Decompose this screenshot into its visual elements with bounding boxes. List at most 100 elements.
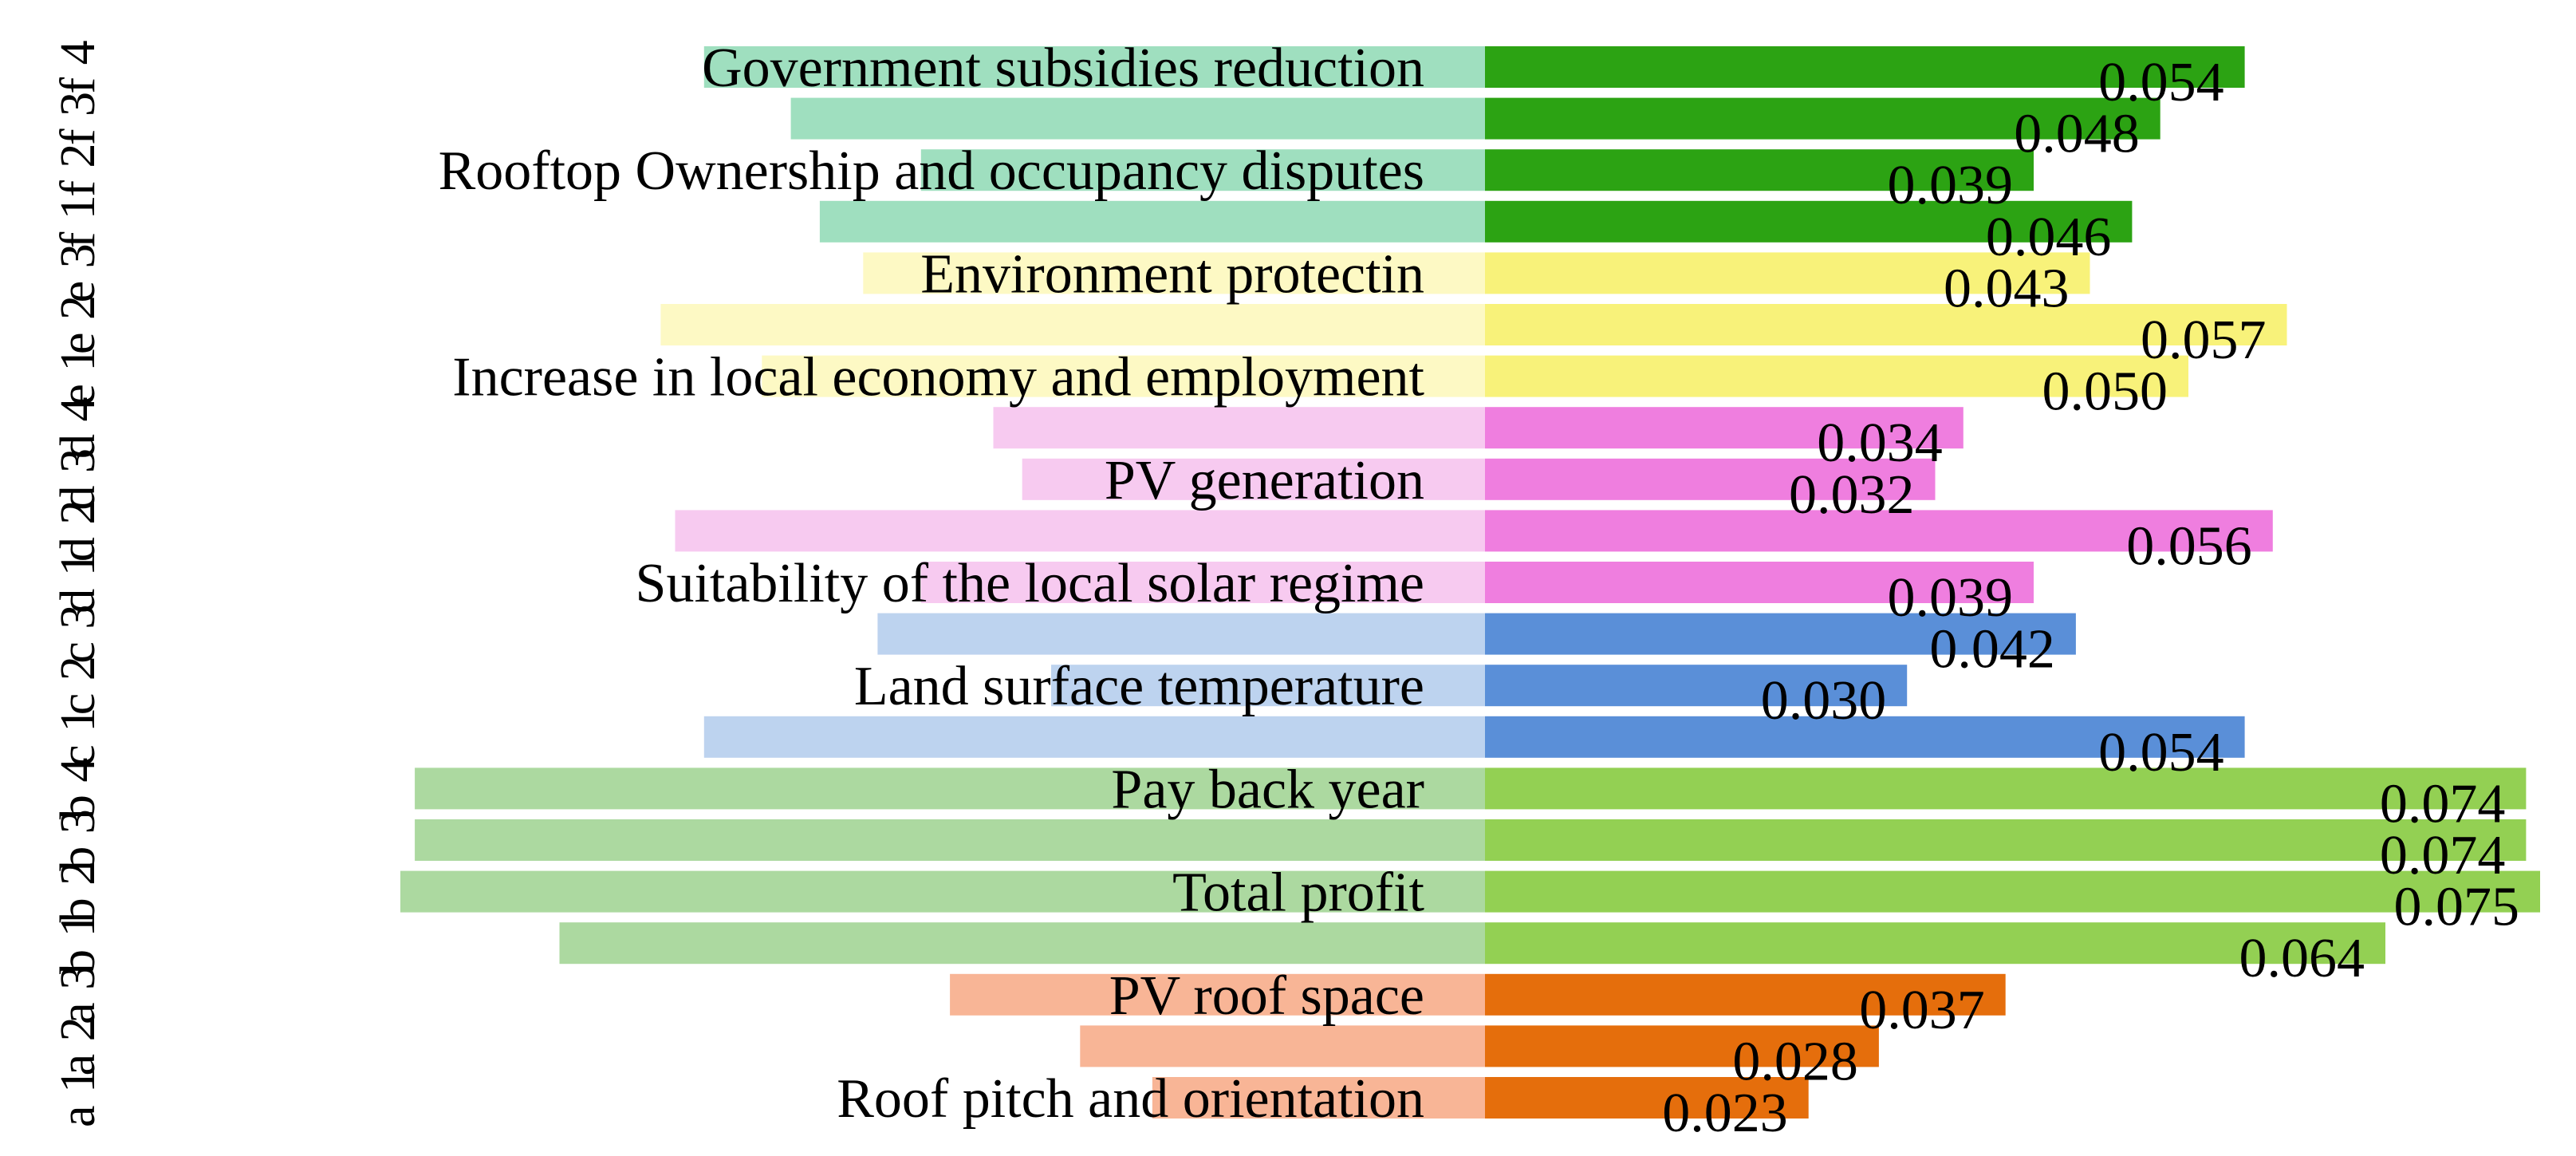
value-bar — [1485, 304, 2287, 345]
value-label: 0.034 — [1817, 412, 1943, 474]
left-bar — [950, 973, 1485, 1016]
value-label: 0.032 — [1789, 464, 1915, 526]
row-code-label: a 3 — [51, 965, 105, 1024]
value-labels: 0.0540.0480.0390.0460.0430.0570.0500.034… — [1662, 52, 2519, 1144]
value-bar — [1485, 252, 2090, 294]
left-bar — [993, 407, 1485, 449]
value-label: 0.075 — [2394, 877, 2520, 938]
left-bar — [790, 97, 1485, 140]
left-bar — [675, 510, 1485, 552]
row-code-labels: f 4f 3f 2f 1e 3e 2e 1d 4d 3d 2d 1c 3c 2c… — [51, 40, 105, 1127]
left-bar — [1152, 1077, 1485, 1119]
value-label: 0.074 — [2380, 773, 2506, 834]
left-bar — [415, 767, 1485, 810]
value-label: 0.054 — [2098, 722, 2224, 783]
value-label: 0.048 — [2014, 104, 2140, 165]
left-bar — [877, 613, 1485, 655]
left-bar — [1080, 1025, 1485, 1067]
row-code-label: d 3 — [51, 448, 105, 511]
row-code-label: f 2 — [51, 144, 105, 197]
row-code-label: d 1 — [51, 551, 105, 614]
value-label: 0.023 — [1662, 1083, 1788, 1144]
value-bar — [1485, 870, 2540, 913]
value-bar — [1485, 922, 2385, 965]
category-label: Government subsidies reduction — [702, 37, 1424, 99]
category-label: Environment protectin — [920, 243, 1424, 305]
row-code-label: b 1 — [51, 912, 105, 974]
value-bar — [1485, 973, 2006, 1016]
value-bar — [1485, 407, 1964, 449]
category-label: Total profit — [1172, 862, 1424, 924]
value-label: 0.028 — [1732, 1031, 1858, 1092]
left-bar — [703, 46, 1485, 88]
value-label: 0.056 — [2126, 515, 2252, 577]
value-label: 0.054 — [2098, 52, 2224, 113]
value-bar — [1485, 46, 2245, 88]
value-bar — [1485, 510, 2273, 552]
row-code-label: e 1 — [51, 347, 105, 406]
row-code-label: c 1 — [51, 708, 105, 767]
row-code-label: e 3 — [51, 243, 105, 302]
value-bar — [1485, 665, 1908, 707]
category-label: Suitability of the local solar regime — [636, 553, 1424, 614]
left-bar — [1022, 458, 1485, 500]
value-bar — [1485, 1077, 1809, 1119]
value-bar — [1485, 97, 2160, 140]
left-bar — [863, 252, 1485, 294]
value-label: 0.030 — [1761, 670, 1887, 732]
value-bar — [1485, 355, 2188, 397]
value-label: 0.074 — [2380, 825, 2506, 886]
right-value-bars — [1485, 46, 2540, 1119]
value-bar — [1485, 819, 2527, 861]
row-code-label: d 4 — [51, 397, 105, 459]
value-label: 0.039 — [1888, 567, 2014, 629]
category-labels: Government subsidies reduction Rooftop Ow… — [439, 37, 1425, 1130]
value-bar — [1485, 458, 1936, 500]
value-bar — [1485, 1025, 1879, 1067]
left-bar — [660, 304, 1485, 345]
category-label: PV generation — [1105, 450, 1424, 511]
row-code-label: f 4 — [51, 40, 105, 93]
value-label: 0.042 — [1929, 619, 2055, 681]
value-label: 0.039 — [1888, 155, 2014, 216]
value-bar — [1485, 200, 2133, 243]
left-bar — [559, 922, 1485, 965]
value-label: 0.050 — [2042, 361, 2168, 423]
value-bar — [1485, 562, 2034, 603]
left-bar — [819, 200, 1485, 243]
value-bar — [1485, 767, 2527, 810]
row-code-label: b 2 — [51, 861, 105, 923]
row-code-label: e 2 — [51, 295, 105, 354]
value-label: 0.064 — [2239, 928, 2365, 989]
left-bar — [920, 149, 1485, 191]
row-code-label: c 2 — [51, 656, 105, 715]
left-bar — [920, 562, 1485, 603]
row-code-label: f 3 — [51, 92, 105, 145]
row-code-label: c 3 — [51, 605, 105, 664]
row-code-label: f 1 — [51, 195, 105, 248]
row-code-label: b 3 — [51, 809, 105, 871]
value-bar — [1485, 149, 2034, 191]
row-code-label: d 2 — [51, 500, 105, 562]
category-label: Land surface temperature — [854, 656, 1424, 717]
category-label: Roof pitch and orientation — [837, 1068, 1424, 1130]
category-label: Pay back year — [1111, 759, 1424, 820]
value-label: 0.043 — [1944, 258, 2070, 319]
value-bar — [1485, 716, 2245, 758]
value-label: 0.037 — [1859, 980, 1985, 1041]
left-bar — [400, 870, 1485, 913]
left-bar — [703, 716, 1485, 758]
left-bar — [762, 355, 1485, 397]
row-code-label: b 4 — [51, 758, 105, 820]
left-bar — [415, 819, 1485, 861]
category-label: Increase in local economy and employment — [452, 347, 1424, 408]
category-label: Rooftop Ownership and occupancy disputes — [439, 140, 1424, 202]
value-label: 0.057 — [2141, 310, 2267, 371]
left-bar — [1051, 665, 1485, 707]
left-mirror-bars — [400, 46, 1485, 1119]
category-label: PV roof space — [1109, 965, 1424, 1027]
value-bar — [1485, 613, 2076, 655]
row-code-label: a 1 — [51, 1068, 105, 1127]
value-label: 0.046 — [1986, 207, 2112, 268]
